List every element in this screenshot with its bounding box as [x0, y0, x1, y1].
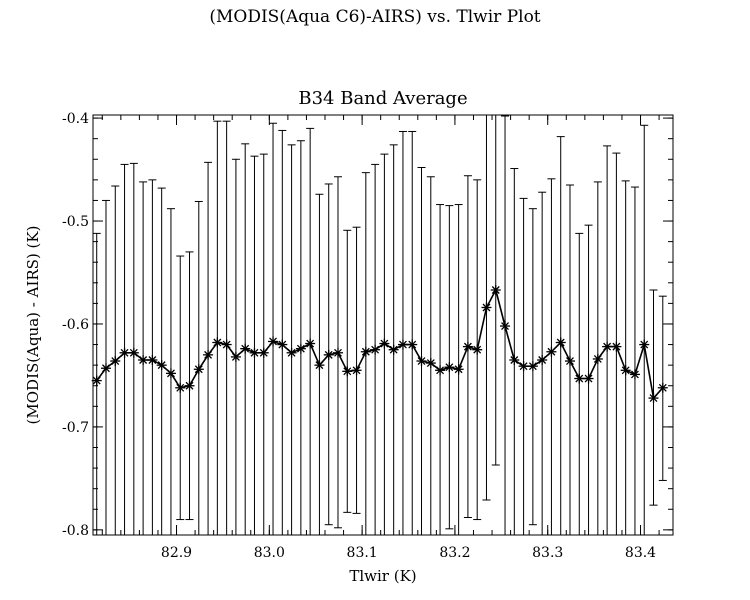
y-tick-label: -0.4: [62, 111, 89, 127]
data-point: [91, 375, 102, 386]
data-point: [305, 338, 316, 349]
data-point: [425, 358, 436, 369]
data-point: [416, 356, 427, 367]
data-point: [490, 285, 501, 295]
data-point: [444, 362, 455, 373]
data-point: [527, 361, 538, 372]
data-point: [620, 365, 631, 376]
data-point: [472, 344, 483, 355]
data-point: [388, 344, 399, 355]
chart-title: B34 Band Average: [298, 88, 467, 109]
data-point: [286, 347, 297, 358]
data-point: [351, 365, 362, 376]
data-point: [611, 341, 622, 352]
y-tick-label: -0.7: [62, 420, 89, 436]
x-tick-label: 83.0: [254, 545, 285, 561]
data-point: [657, 382, 668, 393]
data-point: [100, 363, 111, 374]
x-tick-label: 83.3: [532, 545, 563, 561]
data-point: [407, 339, 418, 350]
data-point: [629, 369, 640, 380]
data-point: [537, 355, 548, 365]
data-point: [435, 365, 446, 376]
data-point: [110, 356, 121, 367]
data-point: [230, 351, 241, 362]
series-line: [96, 287, 664, 400]
data-point: [119, 347, 130, 358]
y-axis-label: (MODIS(Aqua) - AIRS) (K): [24, 226, 42, 425]
data-point: [509, 355, 520, 365]
data-point: [592, 353, 603, 364]
x-axis-label: Tlwir (K): [349, 567, 416, 585]
data-point: [555, 337, 566, 348]
y-axis: -0.8 -0.7 -0.6 -0.5 -0.4: [62, 111, 673, 539]
data-point: [249, 347, 260, 358]
data-point: [648, 393, 659, 404]
data-point: [240, 343, 251, 354]
data-point: [165, 368, 176, 379]
error-bars: [92, 115, 667, 535]
y-tick-label: -0.8: [62, 523, 89, 539]
series-line-group: [96, 287, 664, 400]
y-tick-label: -0.6: [62, 317, 89, 333]
data-point: [462, 341, 473, 352]
x-tick-label: 83.4: [625, 545, 656, 561]
figure-suptitle: (MODIS(Aqua C6)-AIRS) vs. Tlwir Plot: [209, 7, 540, 27]
data-point: [342, 366, 353, 377]
data-point: [370, 344, 381, 355]
data-point: [379, 338, 390, 349]
data-point: [156, 360, 167, 371]
data-point: [147, 355, 158, 365]
data-point: [453, 364, 464, 375]
data-point: [500, 321, 511, 332]
data-point: [268, 336, 279, 347]
data-point: [193, 364, 204, 375]
data-point: [323, 349, 334, 360]
data-point: [277, 339, 288, 350]
data-point: [518, 361, 529, 372]
data-point: [128, 347, 139, 358]
x-tick-label: 83.2: [439, 545, 470, 561]
plot-area-frame: [92, 114, 674, 536]
data-point: [583, 373, 594, 384]
data-point: [360, 346, 371, 357]
data-point: [574, 373, 585, 384]
data-point: [258, 347, 269, 358]
data-point: [203, 349, 214, 360]
data-point: [397, 339, 408, 350]
marker-group: [91, 285, 668, 404]
data-point: [564, 356, 575, 367]
x-tick-label: 82.9: [161, 545, 192, 561]
data-point: [602, 341, 613, 352]
x-tick-label: 83.1: [347, 545, 378, 561]
x-axis: 82.9 83.0 83.1 83.2 83.3 83.4: [101, 115, 660, 561]
data-point: [546, 346, 557, 357]
data-point: [184, 380, 195, 391]
data-point: [212, 337, 223, 348]
data-point: [175, 382, 186, 393]
data-point: [221, 339, 232, 350]
data-point: [481, 302, 492, 313]
data-point: [332, 347, 343, 358]
data-point: [314, 360, 325, 371]
data-point: [138, 355, 149, 365]
y-tick-label: -0.5: [62, 214, 89, 230]
data-point: [295, 343, 306, 354]
data-point: [639, 339, 650, 350]
